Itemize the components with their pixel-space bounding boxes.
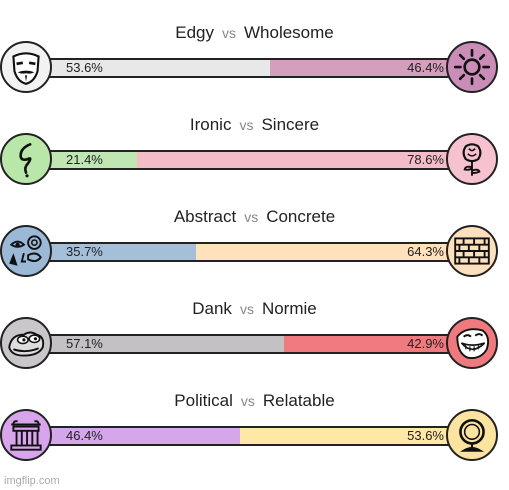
right-fill (136, 152, 462, 168)
left-label: Political (174, 391, 233, 410)
percentage-bar: 53.6% 46.4% (46, 58, 464, 78)
right-fill (269, 60, 462, 76)
right-percent: 64.3% (407, 244, 444, 259)
left-percent: 35.7% (66, 244, 103, 259)
brick-wall-icon (446, 225, 498, 277)
percentage-bar: 57.1% 42.9% (46, 334, 464, 354)
scale-title: Dank vs Normie (0, 298, 509, 320)
right-label: Concrete (266, 207, 336, 226)
percentage-bar: 35.7% 64.3% (46, 242, 464, 262)
anonymous-mask-icon (0, 41, 52, 93)
scale-title: Political vs Relatable (0, 390, 509, 412)
scale-title: Ironic vs Sincere (0, 114, 509, 136)
right-label: Normie (261, 299, 317, 318)
left-percent: 46.4% (66, 428, 103, 443)
right-percent: 78.6% (407, 152, 444, 167)
capitol-column-icon (0, 409, 52, 461)
left-label: Dank (192, 299, 232, 318)
scale-title: Edgy vs Wholesome (0, 22, 509, 44)
left-fill (48, 152, 137, 168)
scale-row-political-relatable: Political vs Relatable 46.4% 53.6% (0, 390, 509, 482)
left-fill (48, 336, 285, 352)
pepe-frog-icon (0, 317, 52, 369)
mirror-icon (446, 409, 498, 461)
right-label: Wholesome (243, 23, 334, 42)
percentage-bar: 21.4% 78.6% (46, 150, 464, 170)
left-label: Abstract (173, 207, 237, 226)
percentage-bar: 46.4% 53.6% (46, 426, 464, 446)
trollface-icon (446, 317, 498, 369)
left-percent: 57.1% (66, 336, 103, 351)
abstract-face-icon (0, 225, 52, 277)
left-fill (48, 244, 196, 260)
left-percent: 53.6% (66, 60, 103, 75)
rose-icon (446, 133, 498, 185)
right-percent: 42.9% (407, 336, 444, 351)
left-fill (48, 60, 270, 76)
left-fill (48, 428, 241, 444)
right-fill (195, 244, 462, 260)
scale-row-dank-normie: Dank vs Normie 57.1% 42.9% (0, 298, 509, 390)
left-label: Ironic (189, 115, 232, 134)
right-percent: 53.6% (407, 428, 444, 443)
scale-row-edgy-wholesome: Edgy vs Wholesome 53.6% 46.4% (0, 22, 509, 114)
right-label: Sincere (261, 115, 320, 134)
right-fill (240, 428, 462, 444)
vs-label: vs (239, 301, 254, 317)
vs-label: vs (221, 25, 236, 41)
right-fill (284, 336, 462, 352)
scale-title: Abstract vs Concrete (0, 206, 509, 228)
right-percent: 46.4% (407, 60, 444, 75)
left-label: Edgy (175, 23, 214, 42)
vs-label: vs (239, 117, 254, 133)
watermark: imgflip.com (4, 475, 60, 487)
sun-icon (446, 41, 498, 93)
right-label: Relatable (262, 391, 335, 410)
scale-row-abstract-concrete: Abstract vs Concrete 35.7% 64.3% (0, 206, 509, 298)
scale-row-ironic-sincere: Ironic vs Sincere 21.4% 78.6% (0, 114, 509, 206)
vs-label: vs (240, 393, 255, 409)
vs-label: vs (244, 209, 259, 225)
squiggle-icon (0, 133, 52, 185)
left-percent: 21.4% (66, 152, 103, 167)
